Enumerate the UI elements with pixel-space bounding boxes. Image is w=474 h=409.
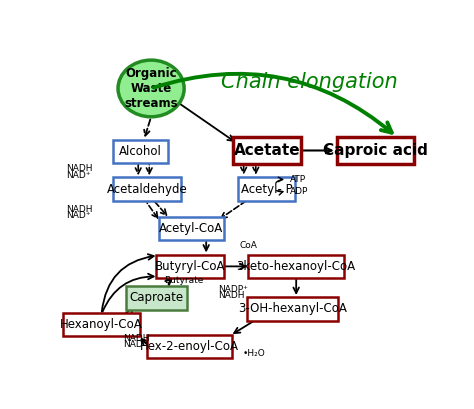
- Text: Acetaldehyde: Acetaldehyde: [107, 183, 188, 196]
- Text: Alcohol: Alcohol: [118, 145, 162, 158]
- FancyBboxPatch shape: [159, 217, 224, 240]
- FancyBboxPatch shape: [155, 254, 224, 278]
- Text: ADP: ADP: [290, 187, 308, 196]
- Text: Acetyl-CoA: Acetyl-CoA: [159, 222, 224, 235]
- Text: NAD⁺: NAD⁺: [66, 171, 91, 180]
- Text: Chain elongation: Chain elongation: [221, 72, 397, 92]
- Text: •H₂O: •H₂O: [243, 349, 265, 358]
- Text: Caproate: Caproate: [129, 291, 183, 304]
- Text: CoA: CoA: [239, 241, 257, 250]
- FancyBboxPatch shape: [248, 254, 344, 278]
- Circle shape: [118, 60, 184, 117]
- Text: Caproic acid: Caproic acid: [323, 143, 428, 158]
- Text: 3keto-hexanoyl-CoA: 3keto-hexanoyl-CoA: [237, 260, 356, 273]
- Text: Hex-2-enoyl-CoA: Hex-2-enoyl-CoA: [140, 340, 239, 353]
- Text: Acetate: Acetate: [234, 143, 300, 158]
- FancyBboxPatch shape: [126, 286, 187, 310]
- FancyBboxPatch shape: [147, 335, 232, 359]
- FancyBboxPatch shape: [337, 137, 414, 164]
- FancyBboxPatch shape: [63, 313, 140, 337]
- Text: Hexanoyl-CoA: Hexanoyl-CoA: [60, 318, 143, 331]
- Text: NADH: NADH: [219, 291, 245, 300]
- Text: NADH: NADH: [66, 164, 93, 173]
- FancyBboxPatch shape: [112, 139, 168, 163]
- Text: NADP⁺: NADP⁺: [219, 285, 248, 294]
- Text: NAD⁺: NAD⁺: [124, 340, 148, 349]
- FancyBboxPatch shape: [233, 137, 301, 164]
- Text: Butyryl-CoA: Butyryl-CoA: [155, 260, 225, 273]
- Text: Butyrate: Butyrate: [164, 276, 203, 285]
- FancyBboxPatch shape: [246, 297, 338, 321]
- FancyBboxPatch shape: [238, 178, 295, 201]
- Text: ATP: ATP: [290, 175, 306, 184]
- FancyArrowPatch shape: [154, 74, 392, 133]
- Text: NADH: NADH: [66, 205, 93, 214]
- Text: 3-OH-hexanyl-CoA: 3-OH-hexanyl-CoA: [238, 302, 347, 315]
- Text: Organic
Waste
streams: Organic Waste streams: [124, 67, 178, 110]
- Text: Acetyl- P: Acetyl- P: [241, 183, 292, 196]
- FancyBboxPatch shape: [113, 178, 182, 201]
- Text: NADH: NADH: [124, 334, 150, 343]
- Text: NAD⁺: NAD⁺: [66, 211, 91, 220]
